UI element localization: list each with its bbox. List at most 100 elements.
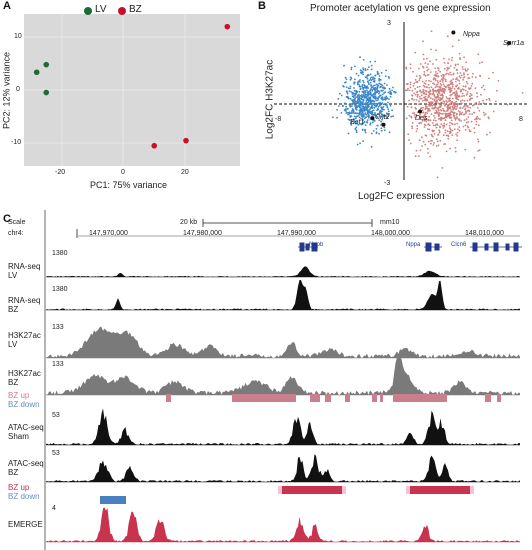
point-up [457,63,459,66]
track-label-rna-bz-2: BZ [8,305,19,314]
point-down [388,87,391,90]
point-up [455,85,458,88]
point-down [349,85,352,88]
point-up [430,133,433,136]
point-down [344,109,347,112]
point-down [383,129,386,132]
point-up [413,114,416,116]
point-down [367,111,370,114]
point-down [374,60,377,63]
point-down [382,115,385,118]
labeled-genes [370,30,511,127]
point-up [487,116,490,118]
point-up [434,67,437,70]
point-up [426,86,428,88]
point-up [494,100,497,103]
point-up [436,101,438,103]
point-up [448,99,451,101]
point-down [380,129,383,132]
point-up [445,114,448,117]
point-up [450,87,453,90]
point-up [449,127,451,130]
point-up [411,98,413,101]
point-down [364,131,367,134]
point-down [369,122,372,125]
point-up [438,129,441,132]
point-up [458,52,461,55]
point-down [354,102,357,105]
point-up [437,134,439,136]
point-up [458,129,461,132]
point-down [379,78,382,81]
point-up [452,107,455,110]
point-down [378,119,381,121]
point-up [478,101,481,103]
point-up [456,116,458,118]
point-up [431,129,434,132]
point-down [371,88,373,91]
point-up [439,99,442,102]
point-down [351,111,353,113]
point-up [436,176,439,179]
point-up [421,109,424,112]
point-up [451,110,453,113]
point-up [419,107,422,110]
point-down [369,73,372,76]
point-down [373,79,376,81]
point-down [370,93,372,96]
point-down [353,87,355,89]
point-up [466,91,469,93]
point-up [456,72,459,74]
point-up [423,119,426,122]
point-up [454,94,457,97]
point-up [408,139,410,142]
point-up [482,99,484,102]
point-up [409,81,412,84]
point-down [362,107,365,110]
point-down [361,110,364,112]
pca-point-lv-1 [43,61,50,68]
pca-point-bz-0 [151,142,158,149]
point-up [427,68,430,71]
point-up [428,128,431,131]
point-up [432,144,435,146]
panel-a-pca-plot [24,7,240,166]
point-down [394,91,397,93]
point-down [359,56,361,59]
gene-clcn6: Clcn6 [451,242,467,248]
point-down [362,105,364,107]
point-down [350,123,353,125]
scale-label: Scale [8,219,26,226]
point-up [453,112,456,114]
point-down [358,116,361,119]
point-up [435,73,437,76]
point-up [482,84,485,87]
max-rna-lv: 1380 [52,250,68,257]
point-up [463,72,465,75]
track-label-atac-bz-1: ATAC-seq [8,459,44,468]
point-up [465,80,468,83]
point-up [419,89,421,92]
point-up [455,80,457,83]
diff-down-label-2: BZ down [8,492,40,501]
panel-b-letter: B [258,0,266,12]
point-up [488,117,490,120]
point-up [463,104,466,107]
point-up [424,115,427,118]
point-up [451,85,454,88]
point-down [369,98,372,101]
point-down [387,115,389,118]
point-down [354,78,356,81]
labeled-point-des [418,109,423,114]
point-down [354,128,357,130]
point-up [421,80,424,83]
point-up [450,81,453,84]
point-up [440,84,443,87]
point-up [416,86,419,89]
point-up [426,69,429,72]
point-up [427,83,430,86]
point-up [419,113,421,116]
point-down [389,92,391,95]
point-up [454,103,456,106]
point-up [415,113,418,116]
